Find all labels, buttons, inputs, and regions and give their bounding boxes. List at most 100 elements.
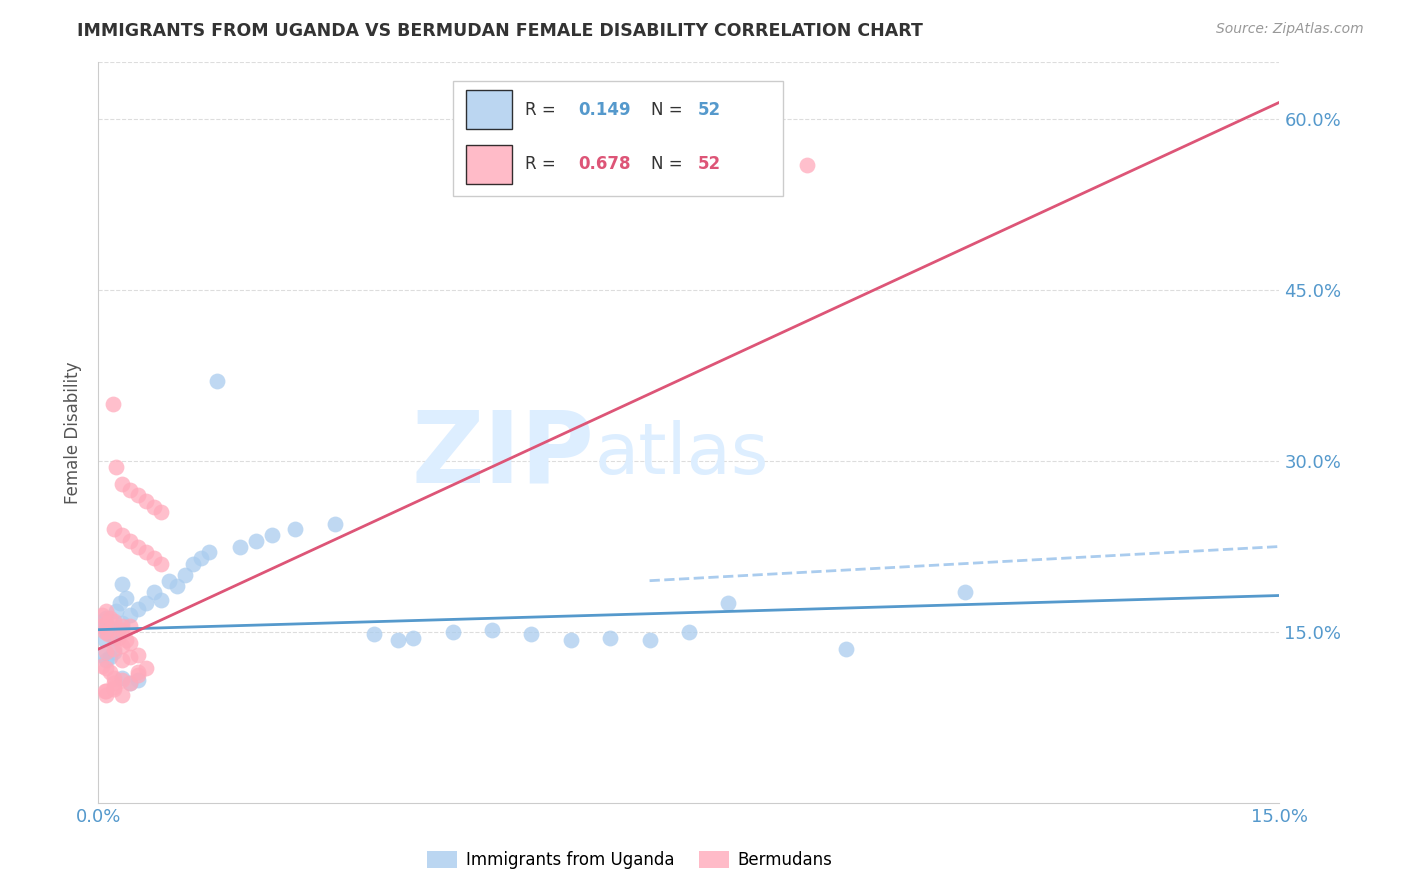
Point bbox=[118, 483, 141, 497]
Point bbox=[104, 459, 127, 474]
Point bbox=[118, 607, 141, 622]
Point bbox=[118, 636, 141, 650]
Point bbox=[135, 494, 157, 508]
Point bbox=[96, 604, 118, 618]
Point bbox=[103, 671, 125, 685]
Point bbox=[115, 632, 138, 647]
Point bbox=[104, 604, 127, 618]
Point bbox=[111, 688, 134, 702]
Point bbox=[166, 579, 188, 593]
Point bbox=[103, 631, 125, 645]
Point bbox=[638, 632, 661, 647]
Text: atlas: atlas bbox=[595, 420, 769, 490]
Point bbox=[96, 645, 118, 659]
Point bbox=[402, 631, 425, 645]
Point bbox=[135, 545, 157, 559]
Point bbox=[127, 648, 149, 662]
Point bbox=[181, 557, 204, 571]
Point bbox=[111, 623, 134, 637]
Point bbox=[96, 661, 118, 675]
Point bbox=[127, 668, 149, 682]
Point bbox=[103, 676, 125, 690]
Point bbox=[245, 533, 267, 548]
Point bbox=[97, 619, 120, 633]
Point bbox=[599, 631, 621, 645]
Point bbox=[481, 623, 503, 637]
Point bbox=[91, 619, 114, 633]
Text: ZIP: ZIP bbox=[412, 407, 595, 503]
Point bbox=[118, 619, 141, 633]
Point bbox=[103, 642, 125, 657]
Point bbox=[96, 653, 118, 667]
Point bbox=[103, 523, 125, 537]
Legend: Immigrants from Uganda, Bermudans: Immigrants from Uganda, Bermudans bbox=[420, 845, 839, 876]
Text: IMMIGRANTS FROM UGANDA VS BERMUDAN FEMALE DISABILITY CORRELATION CHART: IMMIGRANTS FROM UGANDA VS BERMUDAN FEMAL… bbox=[77, 22, 924, 40]
Point bbox=[118, 650, 141, 665]
Point bbox=[135, 661, 157, 675]
Point bbox=[441, 624, 464, 639]
Point bbox=[96, 611, 118, 625]
Point bbox=[150, 505, 173, 519]
Point bbox=[387, 632, 409, 647]
Point bbox=[103, 681, 125, 696]
Point bbox=[91, 619, 114, 633]
Point bbox=[118, 533, 141, 548]
Point bbox=[111, 528, 134, 542]
Point bbox=[115, 591, 138, 605]
Point bbox=[323, 516, 346, 531]
Point bbox=[93, 684, 115, 698]
Point bbox=[560, 632, 582, 647]
Point bbox=[103, 614, 125, 628]
Point bbox=[127, 602, 149, 616]
Point bbox=[953, 585, 976, 599]
Point bbox=[107, 631, 129, 645]
Point bbox=[98, 650, 121, 665]
Point bbox=[111, 615, 134, 630]
Point bbox=[91, 648, 114, 662]
Point bbox=[135, 597, 157, 611]
Point bbox=[101, 627, 124, 641]
Point bbox=[363, 627, 385, 641]
Point bbox=[97, 627, 120, 641]
Point bbox=[103, 645, 125, 659]
Point bbox=[118, 676, 141, 690]
Point bbox=[93, 632, 115, 647]
Point bbox=[98, 665, 121, 679]
Point bbox=[142, 585, 165, 599]
Point bbox=[91, 659, 114, 673]
Point bbox=[127, 488, 149, 502]
Point bbox=[91, 607, 114, 622]
Point bbox=[96, 624, 118, 639]
Point bbox=[127, 540, 149, 554]
Point bbox=[229, 540, 252, 554]
Point bbox=[93, 624, 115, 639]
Point bbox=[150, 593, 173, 607]
Point bbox=[205, 375, 228, 389]
Point bbox=[157, 574, 180, 588]
Point bbox=[127, 673, 149, 687]
Point bbox=[107, 623, 129, 637]
Y-axis label: Female Disability: Female Disability bbox=[65, 361, 83, 504]
Point bbox=[91, 614, 114, 628]
Point bbox=[111, 639, 134, 653]
Point bbox=[110, 597, 132, 611]
Point bbox=[111, 671, 134, 685]
Point bbox=[118, 676, 141, 690]
Point bbox=[101, 397, 124, 411]
Point bbox=[96, 615, 118, 630]
Point bbox=[111, 476, 134, 491]
Point bbox=[142, 500, 165, 514]
Point bbox=[111, 577, 134, 591]
Point bbox=[284, 523, 307, 537]
Point bbox=[142, 550, 165, 565]
Point bbox=[98, 611, 121, 625]
Point bbox=[127, 665, 149, 679]
Point bbox=[678, 624, 700, 639]
Point bbox=[197, 545, 219, 559]
Point bbox=[150, 557, 173, 571]
Point bbox=[174, 568, 197, 582]
Point bbox=[103, 680, 125, 694]
Point bbox=[190, 550, 212, 565]
Point bbox=[111, 653, 134, 667]
Point bbox=[98, 627, 121, 641]
